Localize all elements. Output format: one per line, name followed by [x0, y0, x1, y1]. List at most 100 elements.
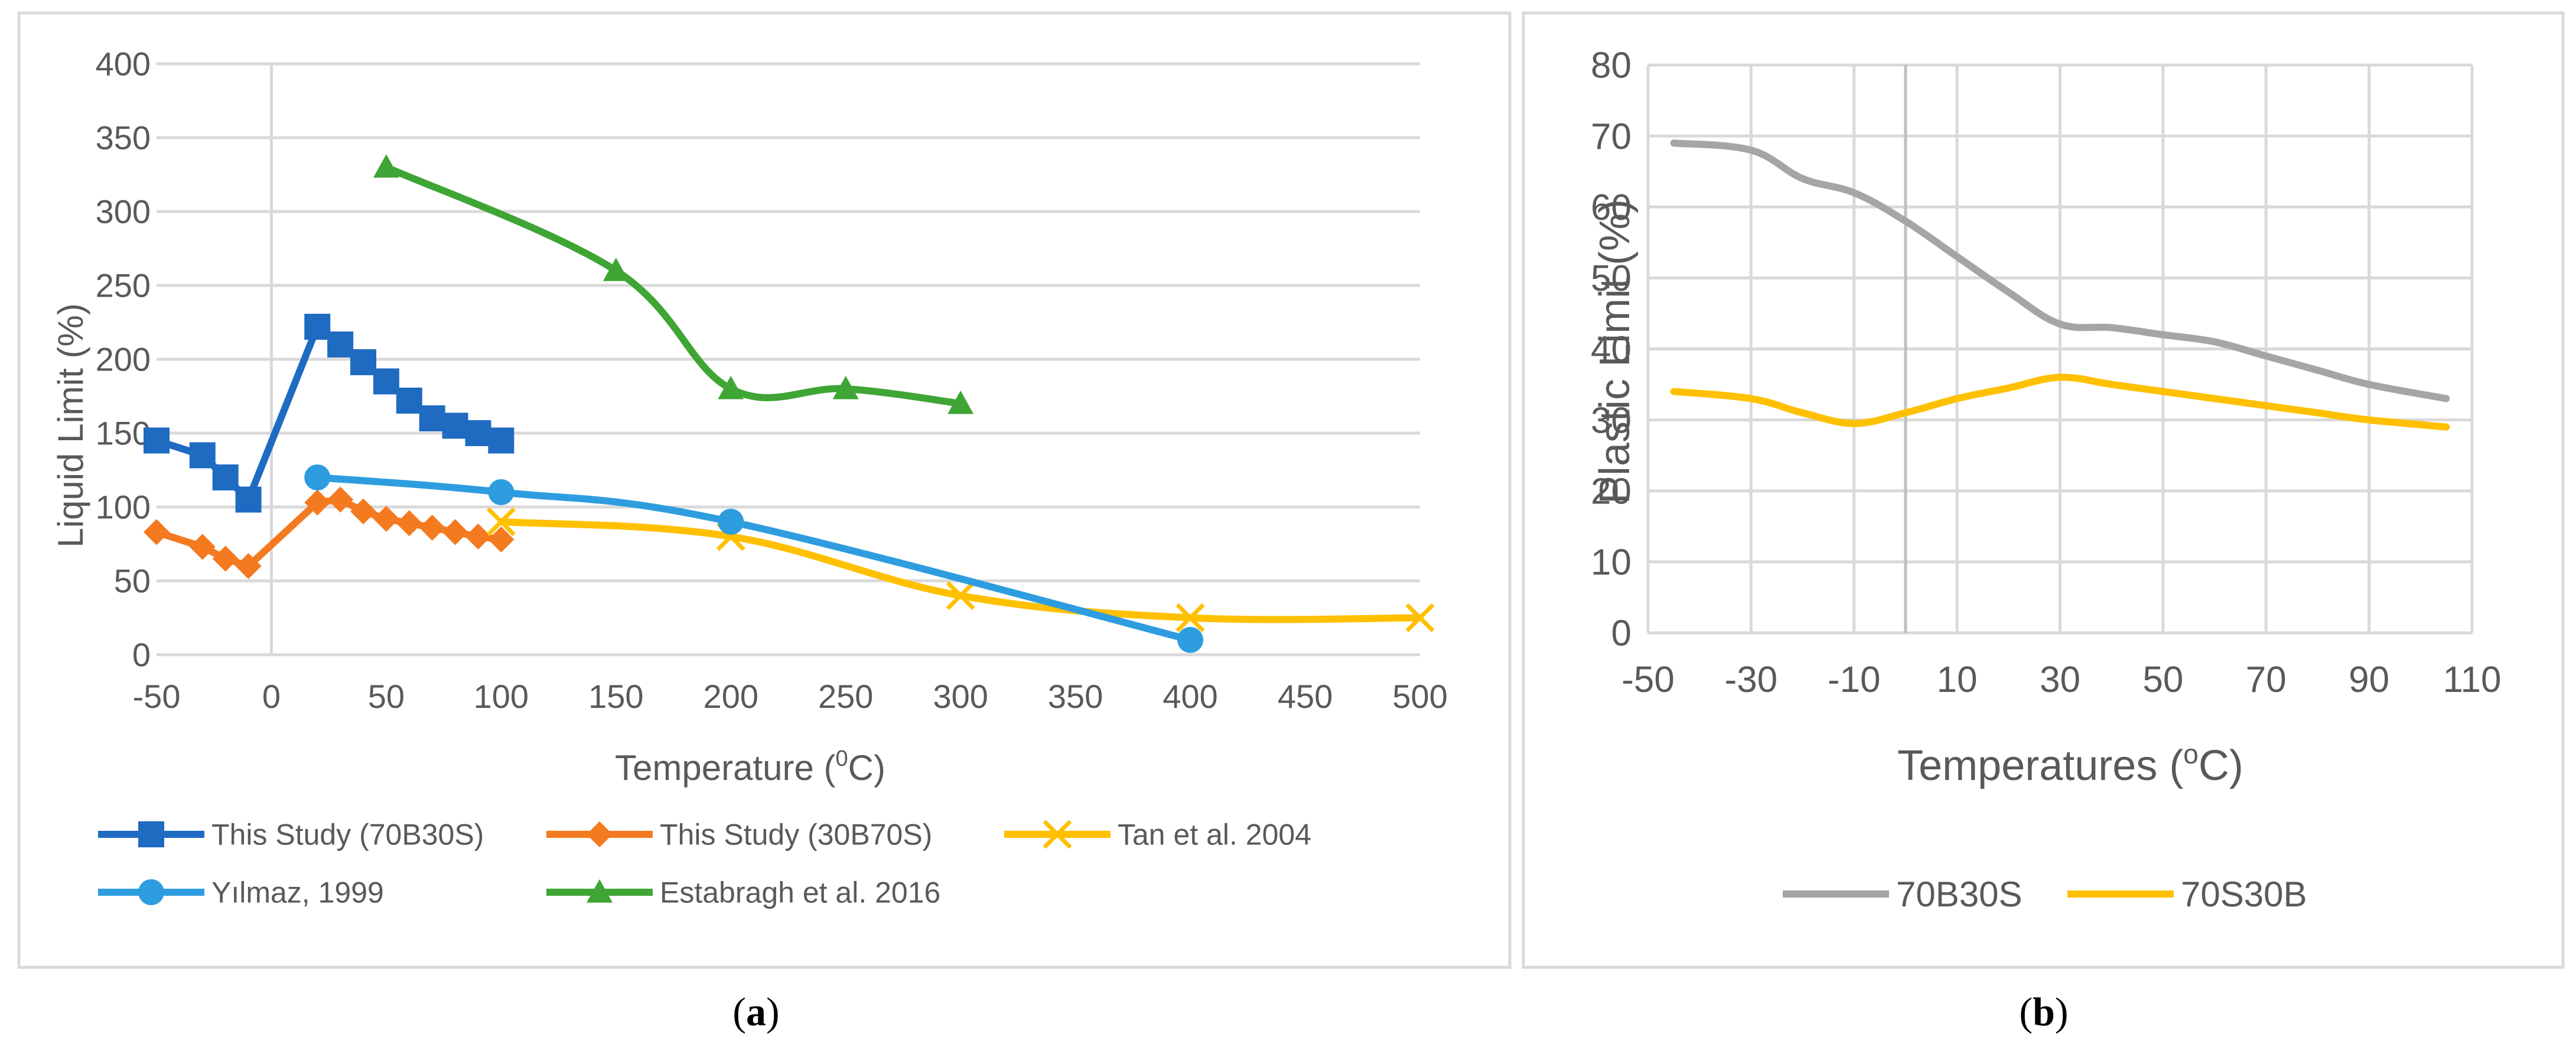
data-point-y-lmaz-1999: [488, 479, 514, 505]
x-tick-label: 100: [474, 678, 529, 715]
x-tick-label: 200: [704, 678, 758, 715]
y-tick-label: 10: [1591, 542, 1631, 583]
x-tick-label: 300: [933, 678, 988, 715]
data-point-this-study-70b30s: [373, 368, 399, 395]
legend-label-this-study-30b70s: This Study (30B70S): [660, 818, 932, 851]
legend-label-70s30b: 70S30B: [2181, 875, 2307, 914]
x-tick-label: -50: [133, 678, 181, 715]
chart-b-x-axis-title-sup: o: [2183, 739, 2199, 769]
data-point-this-study-30b70s: [373, 506, 399, 532]
chart-a-legend: This Study (70B30S) This Study (30B70S) Ta…: [98, 818, 1311, 909]
data-point-this-study-70b30s: [189, 442, 216, 469]
data-point-this-study-30b70s: [189, 534, 216, 560]
x-tick-label: 500: [1392, 678, 1447, 715]
series-line-estabragh-et-al-2016: [382, 164, 965, 407]
data-point-this-study-30b70s: [396, 510, 422, 537]
x-tick-label: 50: [368, 678, 405, 715]
data-point-estabragh-et-al-2016: [947, 391, 974, 414]
data-point-tan-et-al-2004: [946, 581, 975, 610]
chart-b-x-axis-title-tail: C): [2199, 742, 2243, 789]
x-tick-label: 150: [588, 678, 643, 715]
chart-a-x-tick-labels: -50 0 50 100 150 200 250 300 350 400 450 500: [133, 678, 1448, 715]
panel-a-letter: a: [746, 989, 766, 1034]
y-tick-label: 50: [1591, 258, 1631, 299]
legend-marker-estabragh-et-al-2016: [587, 879, 613, 903]
legend-marker-tan-et-al-2004: [1043, 820, 1072, 849]
data-point-this-study-70b30s: [235, 486, 262, 513]
legend-marker-this-study-70b30s: [138, 821, 164, 847]
chart-b-series: [1670, 139, 2450, 431]
data-point-this-study-70b30s: [350, 349, 377, 375]
data-point-this-study-30b70s: [465, 524, 491, 550]
x-tick-label: 30: [2040, 659, 2080, 700]
data-point-y-lmaz-1999: [718, 509, 744, 535]
panel-a-label: (a): [732, 989, 779, 1034]
x-tick-label: 50: [2142, 659, 2183, 700]
x-tick-label: 450: [1278, 678, 1333, 715]
legend-label-70b30s: 70B30S: [1896, 875, 2023, 914]
y-tick-label: 150: [96, 415, 151, 452]
chart-b-y-axis-title: Plastic Limit (%): [1591, 199, 1639, 504]
y-tick-label: 300: [96, 193, 151, 230]
y-tick-label: 200: [96, 341, 151, 378]
x-tick-label: 110: [2443, 659, 2502, 700]
chart-a-y-axis-title: Liquid Limit (%): [51, 303, 90, 547]
chart-a: 0 50 100 150 200 250 300 350 400 -50 0 50 100 150 200…: [51, 45, 1448, 909]
chart-b-x-axis-title-main: Temperatures (: [1897, 742, 2183, 789]
y-tick-label: 60: [1591, 187, 1631, 228]
data-point-estabragh-et-al-2016: [832, 376, 859, 399]
data-point-this-study-30b70s: [144, 519, 170, 545]
data-point-this-study-30b70s: [419, 515, 445, 541]
data-point-this-study-70b30s: [304, 314, 331, 340]
data-point-this-study-70b30s: [465, 420, 491, 446]
y-tick-label: 400: [96, 45, 151, 83]
data-point-this-study-30b70s: [488, 526, 514, 552]
chart-a-x-axis-title-sup: 0: [836, 746, 848, 771]
chart-a-x-axis-title-tail: C): [848, 748, 885, 788]
chart-b-gridlines: [1646, 63, 2474, 635]
x-tick-label: -30: [1725, 659, 1778, 700]
x-tick-label: 10: [1937, 659, 1978, 700]
y-tick-label: 40: [1591, 329, 1631, 370]
data-point-this-study-30b70s: [442, 519, 468, 545]
y-tick-label: 0: [132, 636, 151, 674]
data-point-this-study-30b70s: [327, 486, 354, 513]
data-point-this-study-30b70s: [304, 489, 331, 516]
series-line-70b30s: [1670, 139, 2450, 402]
legend-label-tan-et-al-2004: Tan et al. 2004: [1118, 818, 1311, 851]
data-point-estabragh-et-al-2016: [603, 258, 629, 281]
series-line-y-lmaz-1999: [314, 474, 1194, 643]
chart-b-x-tick-labels: -50 -30 -10 10 30 50 70 90 110: [1621, 659, 2501, 700]
y-tick-label: 350: [96, 119, 151, 157]
legend-label-estabragh-et-al-2016: Estabragh et al. 2016: [660, 876, 940, 909]
x-tick-label: 0: [262, 678, 281, 715]
data-point-this-study-70b30s: [442, 412, 468, 439]
x-tick-label: -50: [1621, 659, 1675, 700]
y-tick-label: 0: [1611, 613, 1631, 654]
y-tick-label: 250: [96, 267, 151, 304]
data-point-estabragh-et-al-2016: [718, 376, 744, 399]
data-point-this-study-30b70s: [212, 545, 239, 572]
chart-b-y-tick-labels: 0 10 20 30 40 50 60 70 80: [1591, 45, 1631, 654]
y-tick-label: 80: [1591, 45, 1631, 86]
data-point-this-study-70b30s: [419, 405, 445, 431]
panel-b-label: (b): [2019, 989, 2068, 1034]
y-tick-label: 50: [114, 563, 151, 600]
data-point-estabragh-et-al-2016: [373, 154, 399, 178]
data-point-this-study-70b30s: [144, 427, 170, 454]
x-tick-label: 400: [1162, 678, 1217, 715]
y-tick-label: 100: [96, 489, 151, 526]
data-point-this-study-70b30s: [396, 388, 422, 414]
chart-b-x-axis-title: Temperatures (oC): [1897, 739, 2243, 789]
data-point-this-study-30b70s: [350, 498, 377, 525]
series-line-70s30b: [1670, 373, 2450, 431]
chart-a-series: [144, 154, 1435, 653]
data-point-y-lmaz-1999: [1177, 627, 1204, 653]
data-point-tan-et-al-2004: [1405, 603, 1435, 632]
legend-label-this-study-70b30s: This Study (70B30S): [211, 818, 484, 851]
data-point-this-study-70b30s: [212, 464, 239, 490]
chart-a-x-axis-title: Temperature (0C): [615, 746, 885, 788]
chart-a-y-tick-labels: 0 50 100 150 200 250 300 350 400: [96, 45, 151, 674]
data-point-this-study-70b30s: [488, 427, 514, 454]
